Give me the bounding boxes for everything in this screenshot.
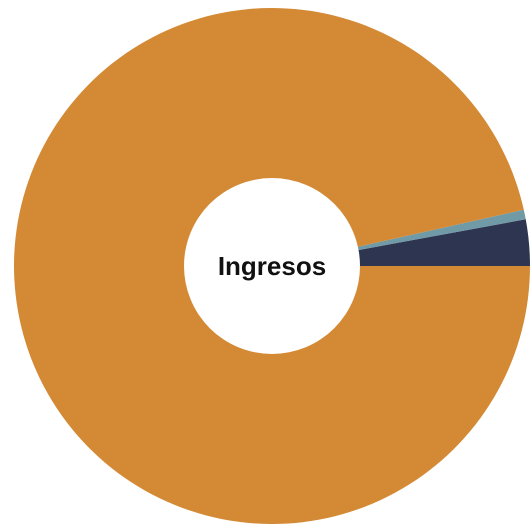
donut-hole <box>184 178 360 354</box>
center-label: Ingresos <box>218 251 326 281</box>
